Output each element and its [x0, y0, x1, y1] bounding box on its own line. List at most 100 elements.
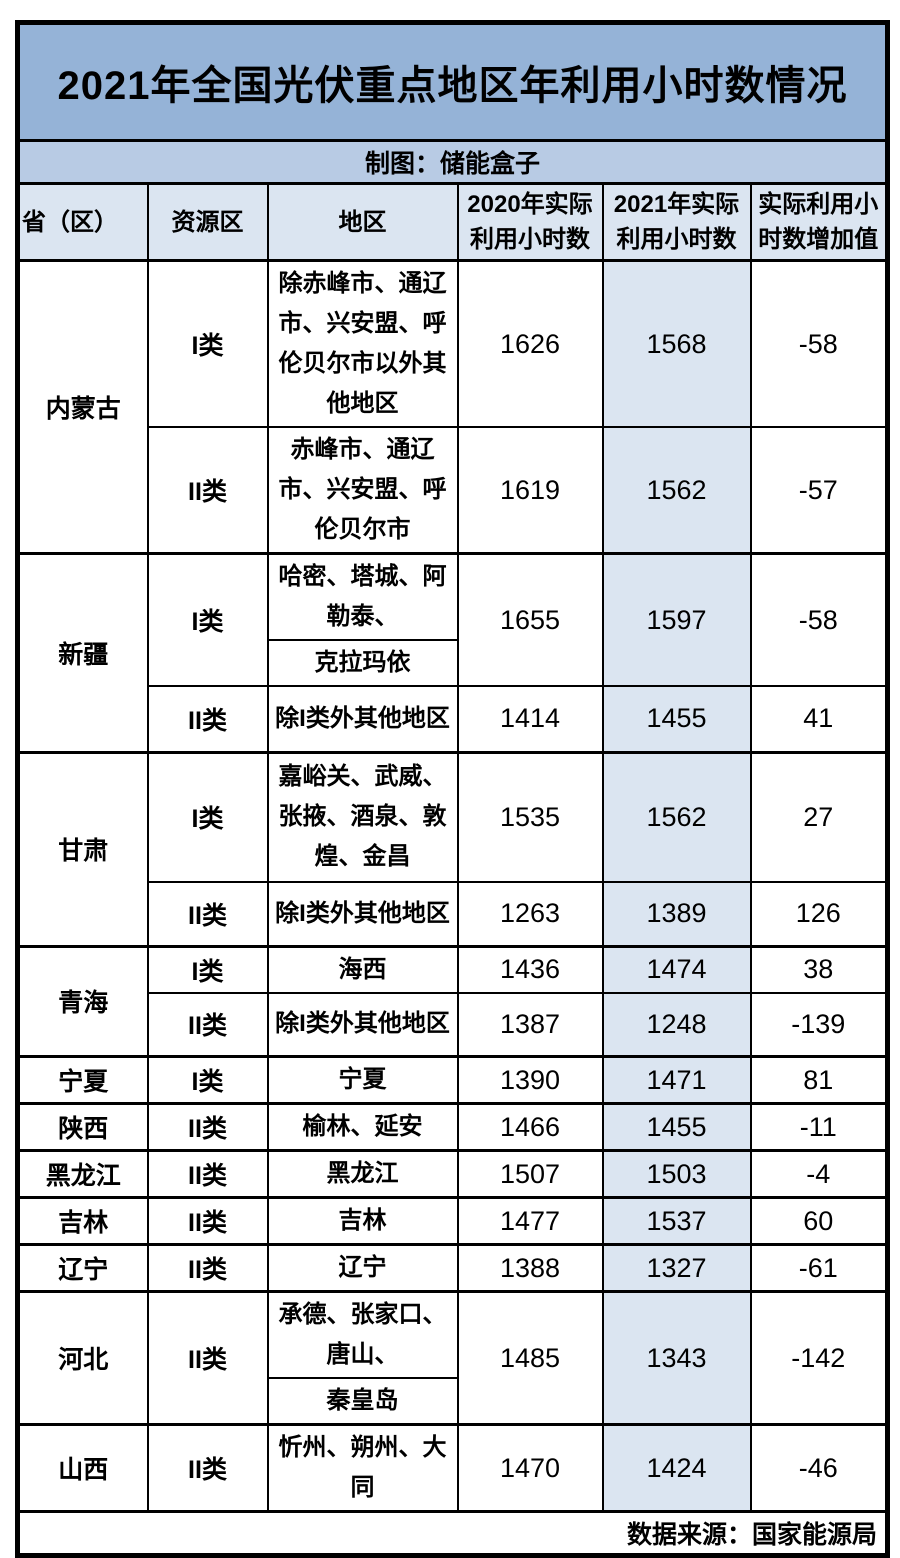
zone-cell: II类: [146, 1149, 269, 1199]
zone-cell: II类: [146, 1243, 269, 1293]
table-header-row: 省（区） 资源区 地区 2020年实际利用小时数 2021年实际利用小时数 实际…: [16, 182, 889, 262]
province-cell: 青海: [16, 944, 149, 1058]
increase-cell: -58: [749, 259, 889, 428]
increase-cell: 81: [749, 1055, 889, 1105]
credit-line: 制图：储能盒子: [16, 139, 889, 185]
zone-cell: I类: [146, 259, 269, 428]
increase-cell: 60: [749, 1196, 889, 1246]
province-cell: 河北: [16, 1290, 149, 1426]
increase-cell: -11: [749, 1102, 889, 1152]
hours-2020-cell: 1485: [456, 1290, 604, 1426]
hours-2020-cell: 1387: [456, 991, 604, 1058]
region-cell: 除I类外其他地区: [266, 991, 459, 1058]
zone-cell: II类: [146, 1102, 269, 1152]
province-cell: 内蒙古: [16, 259, 149, 555]
col-header-province: 省（区）: [16, 182, 149, 262]
increase-cell: -61: [749, 1243, 889, 1293]
table-row: 辽宁 II类 辽宁 1388 1327 -61: [16, 1243, 889, 1293]
table-row: II类 除I类外其他地区 1414 1455 41: [18, 685, 889, 753]
region-cell: 除赤峰市、通辽市、兴安盟、呼伦贝尔市以外其他地区: [266, 259, 459, 428]
increase-cell: 126: [749, 881, 889, 947]
table-row: 克拉玛依: [18, 639, 888, 687]
hours-2020-cell: 1466: [456, 1102, 604, 1152]
data-source: 数据来源：国家能源局: [16, 1510, 889, 1557]
hours-2020-cell: 1470: [456, 1423, 604, 1513]
increase-cell: 38: [749, 944, 889, 994]
hours-2020-cell: 1535: [456, 750, 604, 883]
hours-2021-cell: 1455: [601, 1102, 752, 1152]
table-row: 黑龙江 II类 黑龙江 1507 1503 -4: [16, 1149, 889, 1199]
hours-2021-cell: 1455: [601, 685, 752, 753]
col-header-resource-zone: 资源区: [146, 182, 269, 262]
region-cell: 除I类外其他地区: [266, 685, 459, 753]
increase-cell: -139: [749, 991, 889, 1058]
zone-cell: II类: [146, 426, 269, 555]
table-row: 宁夏 I类 宁夏 1390 1471 81: [16, 1055, 889, 1105]
increase-cell: -142: [749, 1290, 889, 1426]
region-cell: 宁夏: [266, 1055, 459, 1105]
hours-2021-cell: 1597: [601, 552, 752, 687]
table-row: 秦皇岛: [18, 1377, 888, 1426]
table-row: 内蒙古 I类 除赤峰市、通辽市、兴安盟、呼伦贝尔市以外其他地区 1626 156…: [16, 259, 889, 555]
pv-utilization-hours-table: 2021年全国光伏重点地区年利用小时数情况 制图：储能盒子 省（区） 资源区 地…: [15, 20, 891, 1558]
region-cell: 嘉峪关、武威、张掖、酒泉、敦煌、金昌: [266, 750, 459, 883]
page-title: 2021年全国光伏重点地区年利用小时数情况: [16, 21, 889, 142]
footer-row: 数据来源：国家能源局: [16, 1510, 889, 1557]
region-cell: 除I类外其他地区: [266, 881, 459, 947]
region-cell: 海西: [266, 944, 459, 994]
hours-2020-cell: 1507: [456, 1149, 604, 1199]
col-header-hours-2020: 2020年实际利用小时数: [456, 182, 604, 262]
title-row: 2021年全国光伏重点地区年利用小时数情况: [16, 21, 889, 142]
zone-cell: I类: [146, 944, 269, 994]
hours-2021-cell: 1474: [601, 944, 752, 994]
hours-2020-cell: 1619: [456, 426, 604, 555]
province-cell: 甘肃: [16, 750, 149, 947]
zone-cell: II类: [146, 685, 269, 753]
hours-2021-cell: 1389: [601, 881, 752, 947]
province-cell: 黑龙江: [16, 1149, 149, 1199]
hours-2021-cell: 1471: [601, 1055, 752, 1105]
region-cell: 赤峰市、通辽市、兴安盟、呼伦贝尔市: [266, 426, 459, 555]
increase-cell: -58: [749, 552, 889, 687]
hours-2020-cell: 1388: [456, 1243, 604, 1293]
region-cell: 承德、张家口、唐山、: [266, 1290, 459, 1379]
province-cell: 宁夏: [16, 1055, 149, 1105]
region-cell: 榆林、延安: [266, 1102, 459, 1152]
increase-cell: -46: [749, 1423, 889, 1513]
col-header-region: 地区: [266, 182, 459, 262]
table-row: 吉林 II类 吉林 1477 1537 60: [16, 1196, 889, 1246]
province-cell: 陕西: [16, 1102, 149, 1152]
increase-cell: 41: [749, 685, 889, 753]
increase-cell: -4: [749, 1149, 889, 1199]
hours-2020-cell: 1436: [456, 944, 604, 994]
table-row: II类 赤峰市、通辽市、兴安盟、呼伦贝尔市 1619 1562 -57: [18, 426, 889, 555]
hours-2021-cell: 1503: [601, 1149, 752, 1199]
increase-cell: 27: [749, 750, 889, 883]
increase-cell: -57: [749, 426, 889, 555]
zone-cell: II类: [146, 1290, 269, 1426]
province-cell: 山西: [16, 1423, 149, 1513]
region-cell: 秦皇岛: [266, 1377, 459, 1426]
col-header-hours-2021: 2021年实际利用小时数: [601, 182, 752, 262]
hours-2020-cell: 1414: [456, 685, 604, 753]
region-cell: 吉林: [266, 1196, 459, 1246]
hours-2021-cell: 1343: [601, 1290, 752, 1426]
table-row: 青海 I类 海西 1436 1474 38: [16, 944, 889, 1058]
zone-cell: II类: [146, 1196, 269, 1246]
hours-2021-cell: 1424: [601, 1423, 752, 1513]
zone-cell: II类: [146, 1423, 269, 1513]
hours-2020-cell: 1263: [456, 881, 604, 947]
zone-cell: I类: [146, 552, 269, 687]
region-cell: 黑龙江: [266, 1149, 459, 1199]
hours-2021-cell: 1562: [601, 426, 752, 555]
hours-2021-cell: 1562: [601, 750, 752, 883]
table-row: 新疆 I类 哈密、塔城、阿勒泰、 1655 1597 -58: [16, 552, 889, 753]
zone-cell: I类: [146, 1055, 269, 1105]
zone-cell: II类: [146, 881, 269, 947]
hours-2020-cell: 1477: [456, 1196, 604, 1246]
province-cell: 新疆: [16, 552, 149, 753]
zone-cell: I类: [146, 750, 269, 883]
region-cell: 克拉玛依: [266, 639, 459, 687]
province-cell: 辽宁: [16, 1243, 149, 1293]
